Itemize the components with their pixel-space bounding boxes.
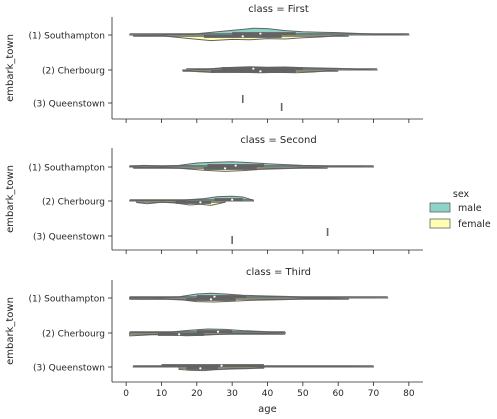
y-axis-label: embark_town xyxy=(5,297,16,365)
legend-label: female xyxy=(458,219,491,230)
median-point xyxy=(213,295,216,298)
x-tick-label: 60 xyxy=(332,389,344,399)
y-tick-label: (3) Queenstown xyxy=(33,100,105,110)
y-axis-label: embark_town xyxy=(5,34,16,102)
median-point xyxy=(199,367,202,370)
legend-swatch-female xyxy=(429,218,451,229)
box-iqr xyxy=(214,198,243,202)
x-tick-label: 10 xyxy=(156,389,168,399)
box-iqr xyxy=(161,364,264,368)
median-point xyxy=(178,333,181,336)
box-iqr xyxy=(196,295,247,299)
y-tick-label: (1) Southampton xyxy=(29,295,106,305)
x-tick-label: 70 xyxy=(368,389,380,399)
median-point xyxy=(259,32,262,35)
box-iqr xyxy=(196,330,233,334)
x-tick-label: 50 xyxy=(297,389,309,399)
violin-half-male xyxy=(129,292,389,299)
median-point xyxy=(231,198,234,201)
x-tick-label: 20 xyxy=(191,389,203,399)
median-point xyxy=(252,67,255,70)
panel-title: class = Second xyxy=(240,135,316,146)
legend-label: male xyxy=(458,203,482,214)
y-tick-label: (1) Southampton xyxy=(29,164,106,174)
x-tick-label: 0 xyxy=(123,389,129,399)
y-axis-label: embark_town xyxy=(5,165,16,233)
box-iqr xyxy=(232,32,296,36)
violin-half-female xyxy=(129,297,350,303)
y-tick-label: (2) Cherbourg xyxy=(42,198,105,208)
facet-panel-3: class = Third 0 10 20 30 40 50 60 70 80 (1) Southa… xyxy=(5,267,423,399)
box-iqr xyxy=(221,67,303,71)
facet-panel-1: class = First (1) Southampton (2) Cherbour… xyxy=(5,4,423,123)
median-point xyxy=(234,164,237,167)
y-tick-label: (1) Southampton xyxy=(29,32,106,42)
panel-title: class = Third xyxy=(246,267,311,278)
panel-title: class = First xyxy=(248,4,309,15)
y-tick-label: (3) Queenstown xyxy=(33,233,105,243)
median-point xyxy=(259,70,262,73)
median-point xyxy=(216,330,220,333)
box-iqr xyxy=(210,69,296,73)
median-point xyxy=(199,201,202,204)
box-iqr xyxy=(186,366,219,370)
legend: sex male female xyxy=(429,189,491,230)
median-point xyxy=(223,167,227,170)
x-tick-label: 80 xyxy=(403,389,415,399)
y-tick-label: (2) Cherbourg xyxy=(42,67,105,77)
x-tick-label: 40 xyxy=(262,389,274,399)
legend-swatch-male xyxy=(429,202,451,213)
box-iqr xyxy=(157,332,204,336)
x-tick-label: 30 xyxy=(226,389,238,399)
facet-panel-2: class = Second (1) Southampton (2) Cherbou… xyxy=(5,135,423,254)
box-iqr xyxy=(175,200,211,204)
x-axis-label: age xyxy=(258,404,277,415)
median-point xyxy=(209,298,213,301)
legend-title: sex xyxy=(453,189,470,200)
median-point xyxy=(220,364,223,367)
y-tick-label: (2) Cherbourg xyxy=(42,330,105,340)
median-point xyxy=(241,35,244,38)
box-iqr xyxy=(203,166,257,170)
y-tick-label: (3) Queenstown xyxy=(33,364,105,374)
